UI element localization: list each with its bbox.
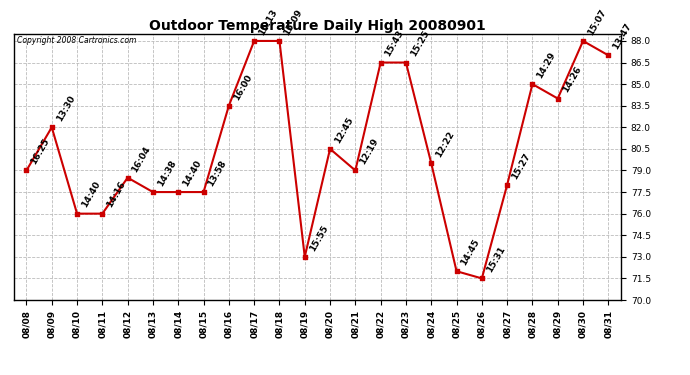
Point	[426, 160, 437, 166]
Text: 14:26: 14:26	[560, 65, 582, 94]
Text: Copyright 2008 Cartronics.com: Copyright 2008 Cartronics.com	[17, 36, 136, 45]
Text: 14:45: 14:45	[460, 237, 482, 267]
Point	[122, 175, 133, 181]
Point	[198, 189, 209, 195]
Point	[502, 182, 513, 188]
Text: 15:27: 15:27	[510, 151, 532, 181]
Text: 16:25: 16:25	[29, 137, 51, 166]
Text: 14:40: 14:40	[181, 159, 203, 188]
Text: 16:00: 16:00	[232, 72, 254, 102]
Text: 12:45: 12:45	[333, 116, 355, 145]
Text: 14:16: 14:16	[105, 180, 127, 210]
Point	[324, 146, 335, 152]
Text: 15:07: 15:07	[586, 8, 608, 37]
Title: Outdoor Temperature Daily High 20080901: Outdoor Temperature Daily High 20080901	[149, 19, 486, 33]
Text: 15:55: 15:55	[308, 224, 330, 253]
Text: 15:13: 15:13	[257, 8, 279, 37]
Point	[603, 53, 614, 58]
Point	[148, 189, 159, 195]
Point	[552, 96, 563, 102]
Text: 13:30: 13:30	[55, 94, 77, 123]
Point	[72, 211, 83, 217]
Point	[299, 254, 310, 260]
Point	[97, 211, 108, 217]
Text: 14:38: 14:38	[156, 159, 178, 188]
Point	[451, 268, 462, 274]
Text: 14:29: 14:29	[535, 51, 558, 80]
Point	[46, 124, 57, 130]
Point	[527, 81, 538, 87]
Text: 16:04: 16:04	[130, 144, 152, 174]
Point	[172, 189, 184, 195]
Point	[476, 275, 487, 281]
Point	[21, 168, 32, 174]
Point	[274, 38, 285, 44]
Point	[375, 60, 386, 66]
Text: 13:47: 13:47	[611, 22, 633, 51]
Point	[350, 168, 361, 174]
Text: 15:09: 15:09	[282, 8, 304, 37]
Text: 15:25: 15:25	[408, 29, 431, 58]
Point	[578, 38, 589, 44]
Text: 14:40: 14:40	[80, 180, 102, 210]
Text: 13:58: 13:58	[206, 159, 228, 188]
Point	[400, 60, 411, 66]
Text: 12:19: 12:19	[358, 137, 380, 166]
Point	[224, 103, 235, 109]
Text: 12:22: 12:22	[434, 130, 456, 159]
Text: 15:43: 15:43	[384, 29, 406, 58]
Text: 15:31: 15:31	[484, 245, 506, 274]
Point	[248, 38, 259, 44]
